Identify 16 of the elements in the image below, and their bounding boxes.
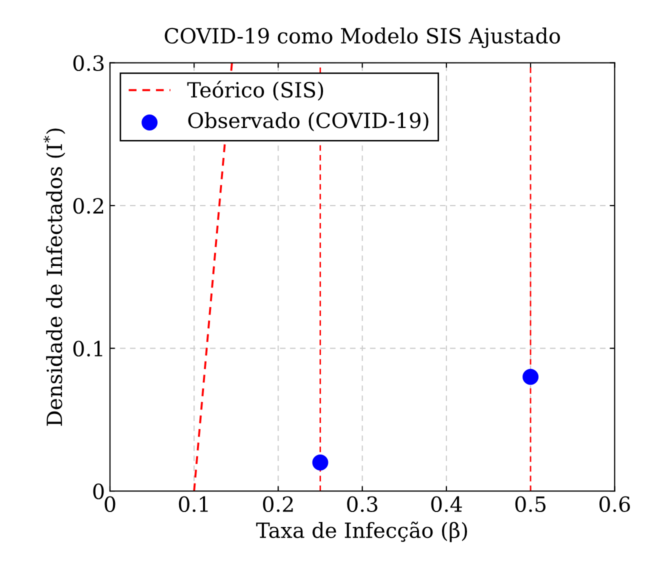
x-tick-label: 0.1 <box>178 496 208 512</box>
x-tick-label: 0.6 <box>599 496 630 512</box>
y-tick-label: 0 <box>93 484 104 500</box>
x-tick-label: 0 <box>104 496 116 512</box>
x-tick-label: 0.5 <box>515 496 546 512</box>
y-tick-label: 0.1 <box>73 340 102 357</box>
x-tick-label: 0.2 <box>263 496 293 512</box>
y-tick-label: 0.3 <box>73 55 104 72</box>
x-axis-title: Taxa de Infecção (β) <box>256 522 468 542</box>
legend-label: Observado (COVID-19) <box>188 112 428 132</box>
legend-label: Teórico (SIS) <box>187 80 324 101</box>
chart-title: COVID-19 como Modelo SIS Ajustado <box>164 28 560 48</box>
y-axis-title: Densidade de Infectados (I$^{*}$) <box>44 128 66 426</box>
x-tick-label: 0.4 <box>431 496 462 512</box>
x-tick-label: 0.3 <box>347 496 378 512</box>
y-tick-label: 0.2 <box>73 198 104 214</box>
